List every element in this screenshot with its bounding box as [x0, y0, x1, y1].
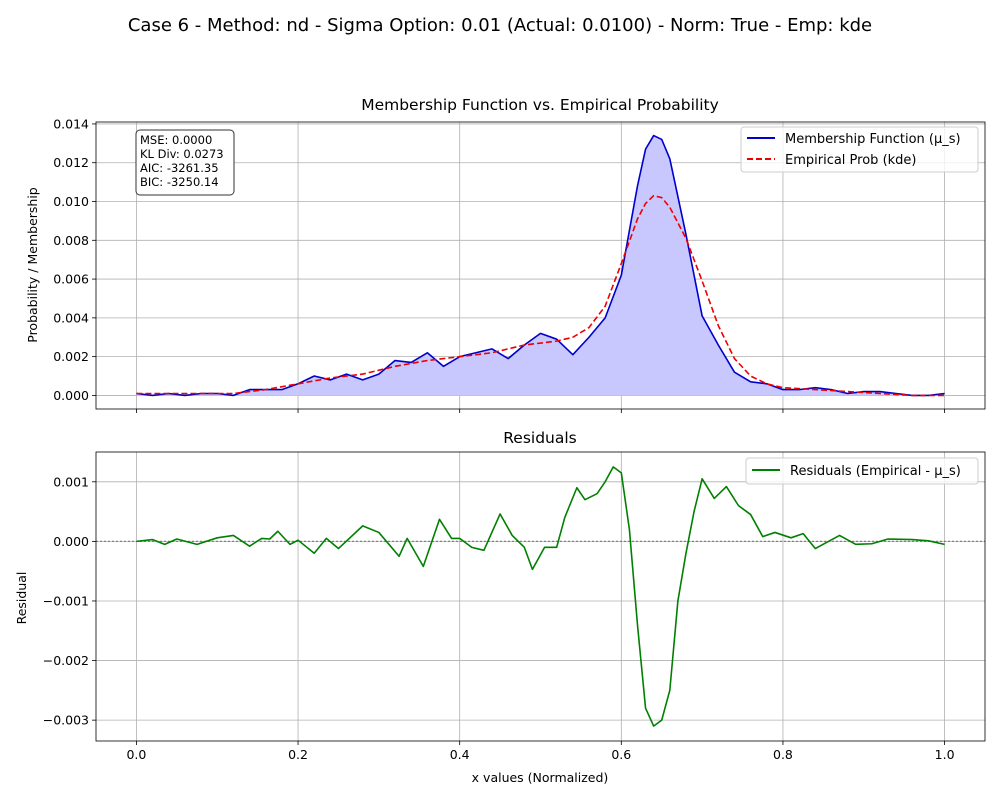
residuals-panel-frame: [95, 451, 986, 742]
legend-label-empirical: Empirical Prob (kde): [785, 153, 917, 168]
y-tick-label: 0.000: [53, 388, 89, 403]
membership-panel-ylabel: Probability / Membership: [25, 187, 40, 343]
residuals-panel: Residuals 0.0 0.2 0.4 0.6 0.8 1.0 −0.003 −0.002…: [14, 429, 986, 785]
y-tick-label: 0.001: [53, 474, 89, 489]
y-tick-label: 0.002: [53, 349, 89, 364]
y-tick-label: 0.008: [53, 233, 89, 248]
stats-bic: BIC: -3250.14: [140, 175, 219, 189]
membership-legend: Membership Function (μ_s) Empirical Prob…: [740, 126, 979, 173]
y-tick-label: −0.003: [43, 713, 89, 728]
y-tick-label: 0.000: [53, 534, 89, 549]
residuals-panel-grid: [96, 452, 985, 741]
residuals-panel-ylabel: Residual: [14, 572, 29, 625]
residuals-panel-ticks: 0.0 0.2 0.4 0.6 0.8 1.0 −0.003 −0.002 −0.001 0.00…: [43, 474, 955, 762]
legend-label-membership: Membership Function (μ_s): [785, 132, 961, 147]
x-tick-label: 0.0: [126, 747, 146, 762]
legend-label-residuals: Residuals (Empirical - μ_s): [790, 464, 961, 479]
y-tick-label: −0.001: [43, 593, 89, 608]
residuals-panel-data: [136, 466, 945, 727]
membership-panel-title: Membership Function vs. Empirical Probab…: [361, 96, 719, 114]
membership-legend-frame: [740, 126, 979, 173]
membership-panel-frame: [95, 121, 986, 410]
figure-suptitle: Case 6 - Method: nd - Sigma Option: 0.01…: [128, 15, 872, 36]
stats-kl-div: KL Div: 0.0273: [140, 147, 224, 161]
y-tick-label: 0.012: [53, 155, 89, 170]
stats-box-frame: [135, 129, 235, 196]
membership-panel: Membership Function vs. Empirical Probab…: [25, 96, 986, 413]
x-tick-label: 1.0: [935, 747, 955, 762]
y-tick-label: 0.010: [53, 194, 89, 209]
membership-panel-data: [136, 134, 945, 397]
membership-panel-ticks: 0.000 0.002 0.004 0.006 0.008 0.010 0.012 0.014: [53, 116, 945, 413]
residuals-legend: Residuals (Empirical - μ_s): [745, 457, 979, 485]
residuals-panel-xlabel: x values (Normalized): [472, 770, 609, 785]
x-tick-label: 0.6: [611, 747, 631, 762]
x-tick-label: 0.2: [288, 747, 308, 762]
x-tick-label: 0.4: [450, 747, 470, 762]
stats-aic: AIC: -3261.35: [140, 161, 219, 175]
x-tick-label: 0.8: [773, 747, 793, 762]
stats-box: MSE: 0.0000 KL Div: 0.0273 AIC: -3261.35…: [135, 129, 235, 196]
residuals-series-line: [136, 466, 945, 727]
y-tick-label: 0.014: [53, 116, 89, 131]
stats-mse: MSE: 0.0000: [140, 133, 212, 147]
y-tick-label: 0.006: [53, 272, 89, 287]
empirical-series-line: [136, 194, 945, 397]
y-tick-label: 0.004: [53, 310, 89, 325]
residuals-panel-title: Residuals: [503, 429, 577, 447]
y-tick-label: −0.002: [43, 653, 89, 668]
residuals-legend-frame: [745, 457, 979, 485]
